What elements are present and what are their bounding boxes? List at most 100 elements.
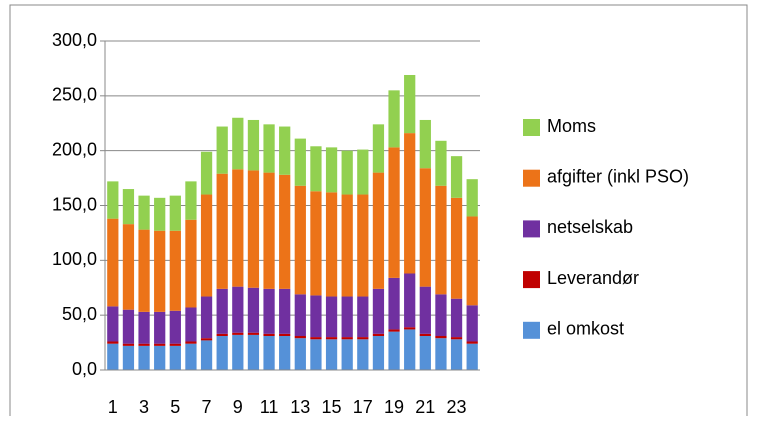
bar-segment — [325, 337, 338, 340]
bar-segment — [279, 174, 291, 289]
bar-segment — [279, 288, 291, 334]
bar-segment — [372, 333, 385, 337]
y-tick-label: 200,0 — [52, 139, 97, 159]
bar-segment — [372, 336, 385, 370]
y-tick-label: 50,0 — [62, 304, 97, 324]
bar-segment — [232, 334, 244, 370]
bar-segment — [122, 309, 135, 344]
bar-segment — [466, 343, 478, 370]
bar-segment — [466, 305, 478, 342]
legend-swatch — [523, 169, 540, 187]
bar-segment — [388, 147, 400, 278]
bar-segment — [263, 288, 275, 334]
bar-segment — [169, 195, 181, 231]
bar-segment — [419, 336, 431, 370]
bar-segment — [341, 337, 353, 340]
bar-segment — [185, 343, 197, 370]
bar-segment — [263, 124, 275, 173]
bar-segment — [216, 333, 228, 337]
bar-segment — [154, 345, 166, 370]
bar-segment — [372, 288, 385, 334]
bar-segment — [450, 156, 463, 198]
bar-segment — [122, 345, 135, 370]
bar-segment — [357, 149, 369, 195]
bar-segment — [216, 288, 228, 334]
bar-segment — [450, 197, 463, 299]
bar-segment — [310, 146, 322, 192]
y-tick-label: 0,0 — [72, 359, 97, 379]
bar-segment — [419, 119, 431, 169]
bar-segment — [138, 343, 150, 346]
bar-segment — [138, 229, 150, 312]
x-tick-label: 23 — [447, 397, 467, 416]
legend-swatch — [523, 119, 540, 136]
bar-segment — [435, 336, 447, 339]
bar-segment — [294, 138, 306, 186]
bar-segment — [169, 230, 181, 311]
bar-segment — [310, 339, 322, 370]
bar-segment — [310, 295, 322, 338]
bar-segment — [341, 296, 353, 338]
bar-segment — [216, 126, 228, 174]
bar-segment — [122, 224, 135, 310]
bar-segment — [325, 339, 338, 370]
bar-segment — [450, 337, 463, 340]
bar-segment — [185, 341, 197, 344]
bar-segment — [341, 150, 353, 195]
bar-segment — [388, 329, 400, 332]
bar-segment — [200, 151, 213, 195]
y-tick-label: 100,0 — [52, 249, 97, 269]
legend-swatch — [523, 271, 540, 289]
x-tick-label: 15 — [322, 397, 342, 416]
bar-segment — [388, 331, 400, 370]
bar-segment — [154, 197, 166, 231]
bar-segment — [294, 185, 306, 295]
bar-segment — [341, 194, 353, 297]
bar-segment — [200, 338, 213, 341]
bar-segment — [435, 140, 447, 186]
bar-segment — [232, 169, 244, 287]
legend-label: netselskab — [547, 217, 633, 237]
bar-segment — [122, 189, 135, 225]
legend-swatch — [523, 220, 540, 238]
bar-segment — [310, 337, 322, 340]
bar-segment — [419, 168, 431, 287]
bar-segment — [357, 194, 369, 297]
bar-segment — [247, 287, 260, 333]
bar-segment — [247, 170, 260, 288]
bar-segment — [435, 338, 447, 370]
bar-segment — [200, 340, 213, 370]
bar-segment — [294, 338, 306, 370]
bar-segment — [247, 332, 260, 335]
bar-segment — [404, 133, 416, 274]
bar-segment — [169, 310, 181, 344]
bar-segment — [357, 296, 369, 338]
bar-segment — [357, 339, 369, 370]
bar-segment — [372, 124, 385, 173]
y-tick-label: 250,0 — [52, 85, 97, 105]
y-tick-label: 300,0 — [52, 30, 97, 50]
bar-segment — [185, 181, 197, 220]
bar-segment — [185, 307, 197, 342]
bar-segment — [294, 294, 306, 337]
legend-label: Moms — [547, 116, 596, 136]
bar-segment — [232, 286, 244, 333]
bar-segment — [185, 219, 197, 308]
x-tick-label: 3 — [139, 397, 149, 416]
x-tick-label: 7 — [202, 397, 212, 416]
x-tick-label: 5 — [170, 397, 180, 416]
bar-segment — [279, 336, 291, 370]
y-tick-label: 150,0 — [52, 194, 97, 214]
bar-segment — [154, 311, 166, 344]
bar-segment — [325, 147, 338, 193]
legend-label: afgifter (inkl PSO) — [547, 166, 689, 186]
bar-segment — [388, 277, 400, 330]
bar-segment — [404, 74, 416, 134]
bar-segment — [310, 191, 322, 296]
bar-segment — [122, 343, 135, 346]
bar-segment — [325, 296, 338, 338]
bar-segment — [216, 173, 228, 289]
bar-segment — [404, 329, 416, 370]
x-tick-label: 17 — [353, 397, 373, 416]
